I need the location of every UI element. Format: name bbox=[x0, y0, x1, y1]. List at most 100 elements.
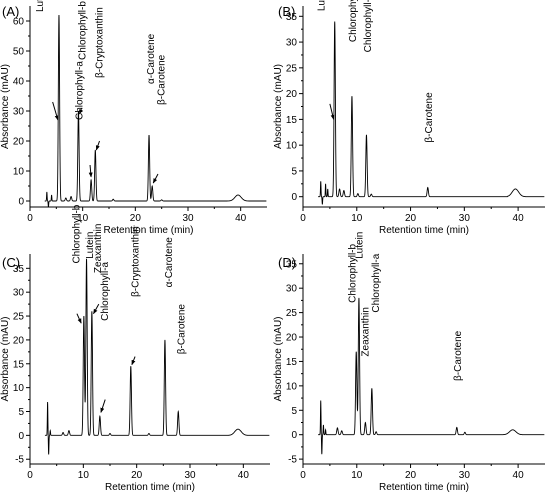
y-tick-label: 30 bbox=[286, 284, 298, 295]
y-tick-label: 15 bbox=[13, 359, 25, 370]
y-axis-label: Absorbance (mAU) bbox=[273, 316, 284, 401]
y-tick-label: 35 bbox=[286, 12, 298, 23]
x-tick-label: 0 bbox=[300, 213, 306, 224]
peak-label: β-Carotene bbox=[453, 330, 464, 381]
x-axis-label: Retention time (min) bbox=[105, 482, 195, 493]
x-tick-label: 40 bbox=[238, 470, 250, 481]
x-tick-label: 30 bbox=[459, 213, 471, 224]
chromatogram-trace bbox=[318, 297, 545, 455]
y-tick-label: 60 bbox=[13, 17, 25, 28]
y-tick-label: 30 bbox=[13, 288, 25, 299]
peak-label: α-Carotene bbox=[164, 237, 175, 288]
y-tick-label: 5 bbox=[18, 407, 24, 418]
peak-arrow bbox=[152, 173, 159, 184]
y-tick-label: 20 bbox=[286, 89, 298, 100]
peak-label: Chlorophyll-a bbox=[75, 61, 86, 120]
peak-arrow bbox=[95, 140, 100, 151]
chromatogram-trace bbox=[44, 14, 267, 208]
x-axis-label: Retention time (min) bbox=[103, 225, 193, 236]
peak-label: Chlorophyll-b bbox=[72, 204, 83, 263]
y-tick-label: 10 bbox=[13, 383, 25, 394]
peak-label: Lutein bbox=[85, 232, 96, 259]
peak-label: β-Cryptoxanthin bbox=[95, 7, 106, 78]
y-tick-label: 20 bbox=[13, 137, 25, 148]
y-tick-label: -5 bbox=[288, 455, 297, 466]
peak-label: Chlorophyll-b bbox=[348, 243, 359, 302]
panel-label: (D) bbox=[278, 255, 296, 270]
peak-arrow bbox=[93, 303, 100, 315]
x-tick-label: 40 bbox=[235, 213, 247, 224]
y-tick-label: 10 bbox=[13, 167, 25, 178]
peak-arrow bbox=[52, 101, 59, 121]
peak-label: β-Carotene bbox=[177, 304, 188, 355]
x-tick-label: 10 bbox=[78, 470, 90, 481]
peak-label: Lutein + zeaxanthin bbox=[317, 0, 328, 11]
peak-arrow bbox=[131, 356, 136, 366]
chromatogram-trace bbox=[44, 258, 270, 455]
peak-label: β-Cryptoxanthin bbox=[130, 226, 141, 297]
y-tick-label: 10 bbox=[286, 141, 298, 152]
x-tick-label: 30 bbox=[459, 470, 471, 481]
y-tick-label: 30 bbox=[13, 107, 25, 118]
peak-arrow bbox=[76, 313, 82, 324]
peak-arrow bbox=[100, 399, 106, 413]
panel-label: (B) bbox=[278, 4, 295, 19]
y-tick-label: 40 bbox=[13, 77, 25, 88]
x-tick-label: 20 bbox=[405, 470, 417, 481]
y-tick-label: 50 bbox=[13, 47, 25, 58]
x-tick-label: 20 bbox=[131, 470, 143, 481]
chromatogram-panel: 0 10 20 30 40 50 60 0 10 20 30 40 Retention time (mi… bbox=[0, 0, 267, 236]
peak-label: Chlorophyll-b bbox=[77, 1, 88, 60]
peak-arrow bbox=[329, 103, 335, 120]
y-tick-label: 5 bbox=[291, 406, 297, 417]
chromatogram-trace bbox=[318, 21, 545, 205]
y-tick-label: 0 bbox=[291, 192, 297, 203]
x-tick-label: 10 bbox=[351, 213, 363, 224]
y-tick-label: 20 bbox=[13, 335, 25, 346]
y-tick-label: 25 bbox=[286, 63, 298, 74]
y-tick-label: 25 bbox=[286, 308, 298, 319]
x-tick-label: 20 bbox=[405, 213, 417, 224]
x-tick-label: 30 bbox=[182, 213, 194, 224]
peak-label: Zeaxanthin bbox=[361, 307, 372, 356]
peak-label: Lutein bbox=[355, 232, 366, 259]
y-tick-label: 30 bbox=[286, 38, 298, 49]
x-tick-label: 0 bbox=[300, 470, 306, 481]
y-tick-label: 0 bbox=[18, 431, 24, 442]
peak-label: β-Carotene bbox=[156, 54, 167, 105]
panel-label: (A) bbox=[2, 4, 19, 19]
x-tick-label: 10 bbox=[77, 213, 89, 224]
y-tick-label: 25 bbox=[13, 312, 25, 323]
panel-label: (C) bbox=[2, 255, 20, 270]
peak-arrow bbox=[79, 107, 83, 115]
x-tick-label: 20 bbox=[130, 213, 142, 224]
peak-label: Chlorophyll-a bbox=[363, 0, 374, 52]
y-tick-label: 5 bbox=[291, 166, 297, 177]
x-axis-label: Retention time (min) bbox=[379, 482, 469, 493]
x-tick-label: 40 bbox=[513, 213, 525, 224]
y-axis-label: Absorbance (mAU) bbox=[0, 316, 11, 401]
x-tick-label: 40 bbox=[513, 470, 525, 481]
x-tick-label: 10 bbox=[351, 470, 363, 481]
y-tick-label: 20 bbox=[286, 333, 298, 344]
peak-label: β-Carotene bbox=[424, 92, 435, 143]
x-tick-label: 0 bbox=[27, 470, 33, 481]
y-tick-label: -5 bbox=[15, 455, 24, 466]
y-tick-label: 10 bbox=[286, 381, 298, 392]
peak-arrow bbox=[88, 164, 93, 178]
x-tick-label: 30 bbox=[184, 470, 196, 481]
y-tick-label: 35 bbox=[286, 259, 298, 270]
peak-label: Chlorophyll-a bbox=[371, 253, 382, 312]
y-tick-label: 15 bbox=[286, 115, 298, 126]
y-tick-label: 0 bbox=[18, 197, 24, 208]
peak-label: Lutein + zeaxanthin bbox=[35, 0, 46, 12]
y-axis-label: Absorbance (mAU) bbox=[273, 64, 284, 149]
peak-label: Zeaxanthin bbox=[93, 224, 104, 273]
peak-label: α-Carotene bbox=[146, 33, 157, 84]
x-axis-label: Retention time (min) bbox=[379, 225, 469, 236]
chromatogram-panel: 0 5 10 15 20 25 30 35 0 10 20 30 40 Retention time (m… bbox=[273, 0, 545, 236]
x-tick-label: 0 bbox=[27, 213, 33, 224]
peak-label: Chlorophyll-b bbox=[348, 0, 359, 42]
